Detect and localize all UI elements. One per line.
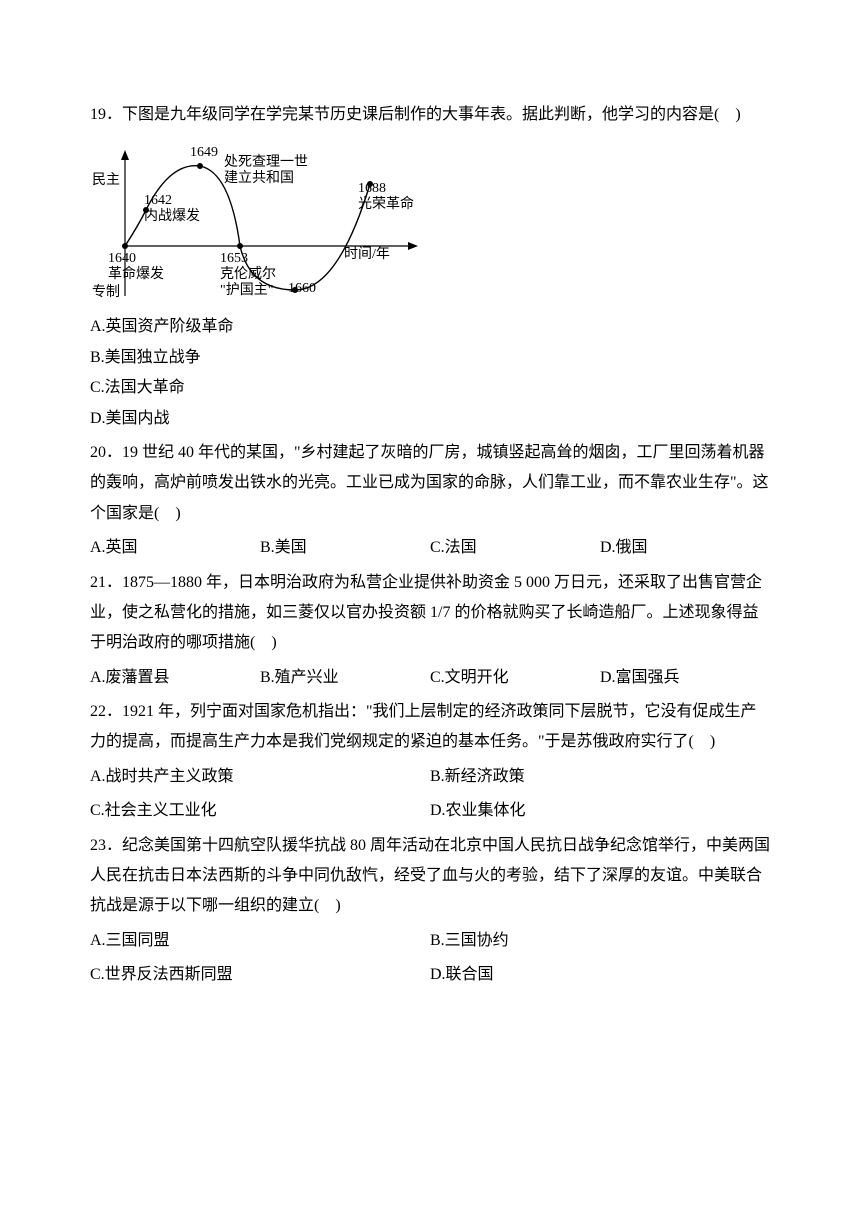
option-a: A.三国同盟	[90, 926, 430, 956]
yaxis-bottom-label: 专制	[92, 284, 120, 300]
option-a: A.战时共产主义政策	[90, 762, 430, 792]
question-22: 22．1921 年，列宁面对国家危机指出："我们上层制定的经济政策同下层脱节，它…	[90, 697, 770, 758]
q19-options: A.英国资产阶级革命 B.美国独立战争 C.法国大革命 D.美国内战	[90, 312, 770, 434]
yaxis-top-label: 民主	[92, 172, 120, 188]
option-a: A.废藩置县	[90, 663, 260, 693]
question-20: 20．19 世纪 40 年代的某国，"乡村建起了灰暗的厂房，城镇竖起高耸的烟囱，…	[90, 438, 770, 529]
q22-options-row1: A.战时共产主义政策 B.新经济政策	[90, 762, 770, 792]
xaxis-label: 时间/年	[344, 246, 390, 262]
question-stem: 19．下图是九年级同学在学完某节历史课后制作的大事年表。据此判断，他学习的内容是…	[90, 100, 770, 130]
point-1640: 1640	[108, 251, 136, 266]
point-1649-sub1: 处死查理一世	[224, 154, 308, 170]
question-19: 19．下图是九年级同学在学完某节历史课后制作的大事年表。据此判断，他学习的内容是…	[90, 100, 770, 130]
option-b: B.美国独立战争	[90, 343, 770, 373]
q23-options-row1: A.三国同盟 B.三国协约	[90, 926, 770, 956]
option-d: D.美国内战	[90, 404, 770, 434]
option-d: D.农业集体化	[430, 796, 770, 826]
option-d: D.俄国	[600, 533, 770, 563]
question-21: 21．1875—1880 年，日本明治政府为私营企业提供补助资金 5 000 万…	[90, 568, 770, 659]
q19-timeline-chart: 民主 专制 时间/年 1640 革命爆发 1642 内战爆发 1649 处死查理…	[90, 138, 430, 308]
option-c: C.法国	[430, 533, 600, 563]
option-c: C.法国大革命	[90, 373, 770, 403]
point-1653-sub1: 克伦威尔	[220, 266, 276, 282]
question-stem: 23．纪念美国第十四航空队援华抗战 80 周年活动在北京中国人民抗日战争纪念馆举…	[90, 831, 770, 922]
option-b: B.新经济政策	[430, 762, 770, 792]
option-b: B.三国协约	[430, 926, 770, 956]
q23-options-row2: C.世界反法西斯同盟 D.联合国	[90, 960, 770, 990]
option-c: C.社会主义工业化	[90, 796, 430, 826]
option-c: C.世界反法西斯同盟	[90, 960, 430, 990]
option-a: A.英国资产阶级革命	[90, 312, 770, 342]
option-a: A.英国	[90, 533, 260, 563]
option-b: B.殖产兴业	[260, 663, 430, 693]
point-1653-sub2: "护国主"	[220, 282, 273, 298]
question-stem: 20．19 世纪 40 年代的某国，"乡村建起了灰暗的厂房，城镇竖起高耸的烟囱，…	[90, 438, 770, 529]
point-1688: 1688	[358, 181, 386, 196]
point-1653: 1653	[220, 251, 248, 266]
point-1660: 1660	[288, 281, 316, 296]
question-23: 23．纪念美国第十四航空队援华抗战 80 周年活动在北京中国人民抗日战争纪念馆举…	[90, 831, 770, 922]
point-1649-sub2: 建立共和国	[224, 170, 294, 186]
q20-options: A.英国 B.美国 C.法国 D.俄国	[90, 533, 770, 563]
point-1688-sub: 光荣革命	[358, 195, 414, 212]
point-1642-sub: 内战爆发	[144, 208, 200, 224]
point-1640-sub: 革命爆发	[108, 265, 164, 282]
option-d: D.富国强兵	[600, 663, 770, 693]
question-stem: 21．1875—1880 年，日本明治政府为私营企业提供补助资金 5 000 万…	[90, 568, 770, 659]
question-stem: 22．1921 年，列宁面对国家危机指出："我们上层制定的经济政策同下层脱节，它…	[90, 697, 770, 758]
q22-options-row2: C.社会主义工业化 D.农业集体化	[90, 796, 770, 826]
option-d: D.联合国	[430, 960, 770, 990]
q21-options: A.废藩置县 B.殖产兴业 C.文明开化 D.富国强兵	[90, 663, 770, 693]
option-c: C.文明开化	[430, 663, 600, 693]
point-1642: 1642	[144, 193, 172, 208]
point-1649: 1649	[190, 145, 218, 160]
option-b: B.美国	[260, 533, 430, 563]
